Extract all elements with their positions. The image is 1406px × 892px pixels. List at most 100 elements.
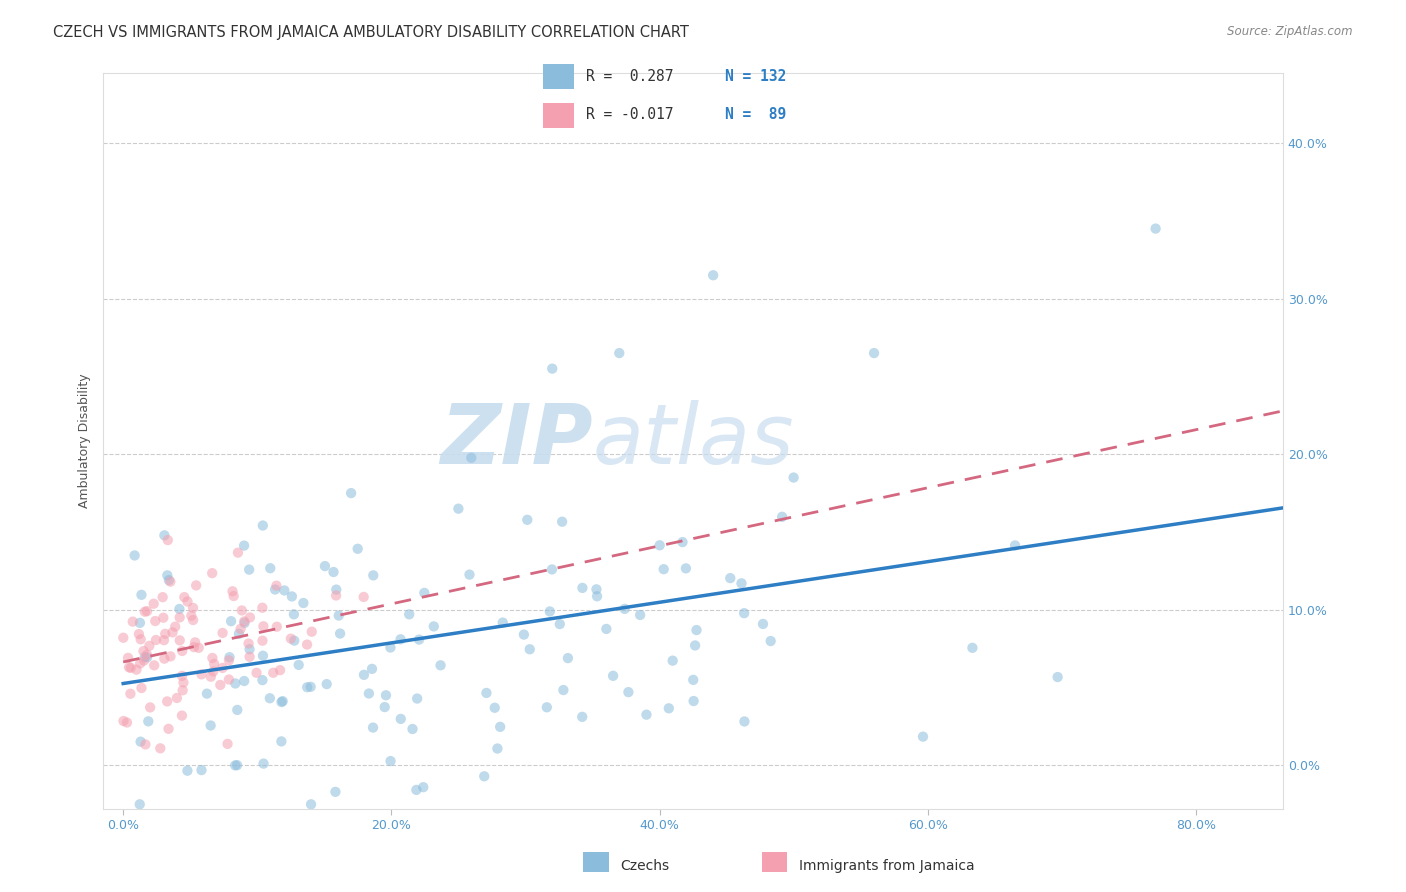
Point <box>159 574 181 589</box>
Point <box>238 563 260 577</box>
Point <box>226 758 249 772</box>
Point <box>648 538 671 552</box>
Point <box>134 738 156 752</box>
Text: Source: ZipAtlas.com: Source: ZipAtlas.com <box>1227 25 1353 38</box>
Point <box>617 685 640 699</box>
Point <box>661 654 683 668</box>
Point <box>121 615 143 629</box>
Point <box>173 590 195 604</box>
Point <box>340 486 363 500</box>
Point <box>125 663 148 677</box>
Point <box>551 515 574 529</box>
Point <box>1004 538 1026 552</box>
Point <box>492 615 515 630</box>
Point <box>398 607 420 622</box>
Point <box>585 582 607 597</box>
Point <box>652 562 675 576</box>
Point <box>181 613 204 627</box>
Point <box>353 590 375 604</box>
Point <box>374 700 396 714</box>
Point <box>266 620 288 634</box>
Point <box>375 688 398 702</box>
Point <box>266 579 288 593</box>
Point <box>299 680 322 694</box>
Point <box>295 638 318 652</box>
Point <box>159 649 181 664</box>
Point <box>153 633 176 648</box>
Point <box>157 573 180 587</box>
Point <box>613 602 636 616</box>
Text: N = 132: N = 132 <box>724 69 786 84</box>
Point <box>280 632 302 646</box>
Point <box>718 571 741 585</box>
Point <box>231 603 253 617</box>
Point <box>328 608 350 623</box>
Point <box>292 596 315 610</box>
Text: ZIP: ZIP <box>440 401 593 482</box>
Point <box>202 665 225 679</box>
Point <box>128 627 150 641</box>
Text: atlas: atlas <box>593 401 794 482</box>
Point <box>169 610 191 624</box>
Point <box>224 676 246 690</box>
Point <box>287 657 309 672</box>
Bar <box>543 103 574 128</box>
Point <box>269 663 291 677</box>
Point <box>222 589 245 603</box>
Point <box>153 627 176 641</box>
Point <box>165 620 187 634</box>
Point <box>516 513 538 527</box>
Point <box>239 610 262 624</box>
Point <box>157 722 180 736</box>
Point <box>489 720 512 734</box>
Point <box>134 605 156 619</box>
Point <box>124 549 146 563</box>
Point <box>218 650 240 665</box>
Point <box>170 669 193 683</box>
Point <box>429 658 451 673</box>
Point <box>353 668 375 682</box>
Point <box>413 586 436 600</box>
Point <box>325 582 347 597</box>
Point <box>412 780 434 795</box>
Point <box>259 561 281 575</box>
Point <box>143 614 166 628</box>
Point <box>153 528 176 542</box>
Text: CZECH VS IMMIGRANTS FROM JAMAICA AMBULATORY DISABILITY CORRELATION CHART: CZECH VS IMMIGRANTS FROM JAMAICA AMBULAT… <box>53 25 689 40</box>
Point <box>252 633 274 648</box>
Point <box>423 619 446 633</box>
Point <box>226 703 249 717</box>
Point <box>1046 670 1069 684</box>
Point <box>357 686 380 700</box>
Point <box>770 509 793 524</box>
Point <box>152 590 174 604</box>
Point <box>730 576 752 591</box>
Point <box>202 657 225 671</box>
Point <box>628 607 651 622</box>
Point <box>145 632 167 647</box>
Point <box>233 673 256 688</box>
Point <box>238 636 260 650</box>
Point <box>176 594 198 608</box>
Point <box>200 670 222 684</box>
Point <box>262 665 284 680</box>
Point <box>211 626 233 640</box>
Point <box>361 568 384 582</box>
Point <box>156 568 179 582</box>
Point <box>166 690 188 705</box>
Point <box>671 535 693 549</box>
Point <box>136 650 159 665</box>
Point <box>458 567 481 582</box>
Point <box>136 604 159 618</box>
Point <box>139 700 162 714</box>
Point <box>252 518 274 533</box>
Point <box>380 754 402 768</box>
Point <box>406 691 429 706</box>
Point <box>211 661 233 675</box>
Point <box>475 686 498 700</box>
Point <box>149 741 172 756</box>
Point <box>513 627 536 641</box>
Point <box>136 714 159 729</box>
Point <box>252 619 274 633</box>
Point <box>239 649 262 664</box>
